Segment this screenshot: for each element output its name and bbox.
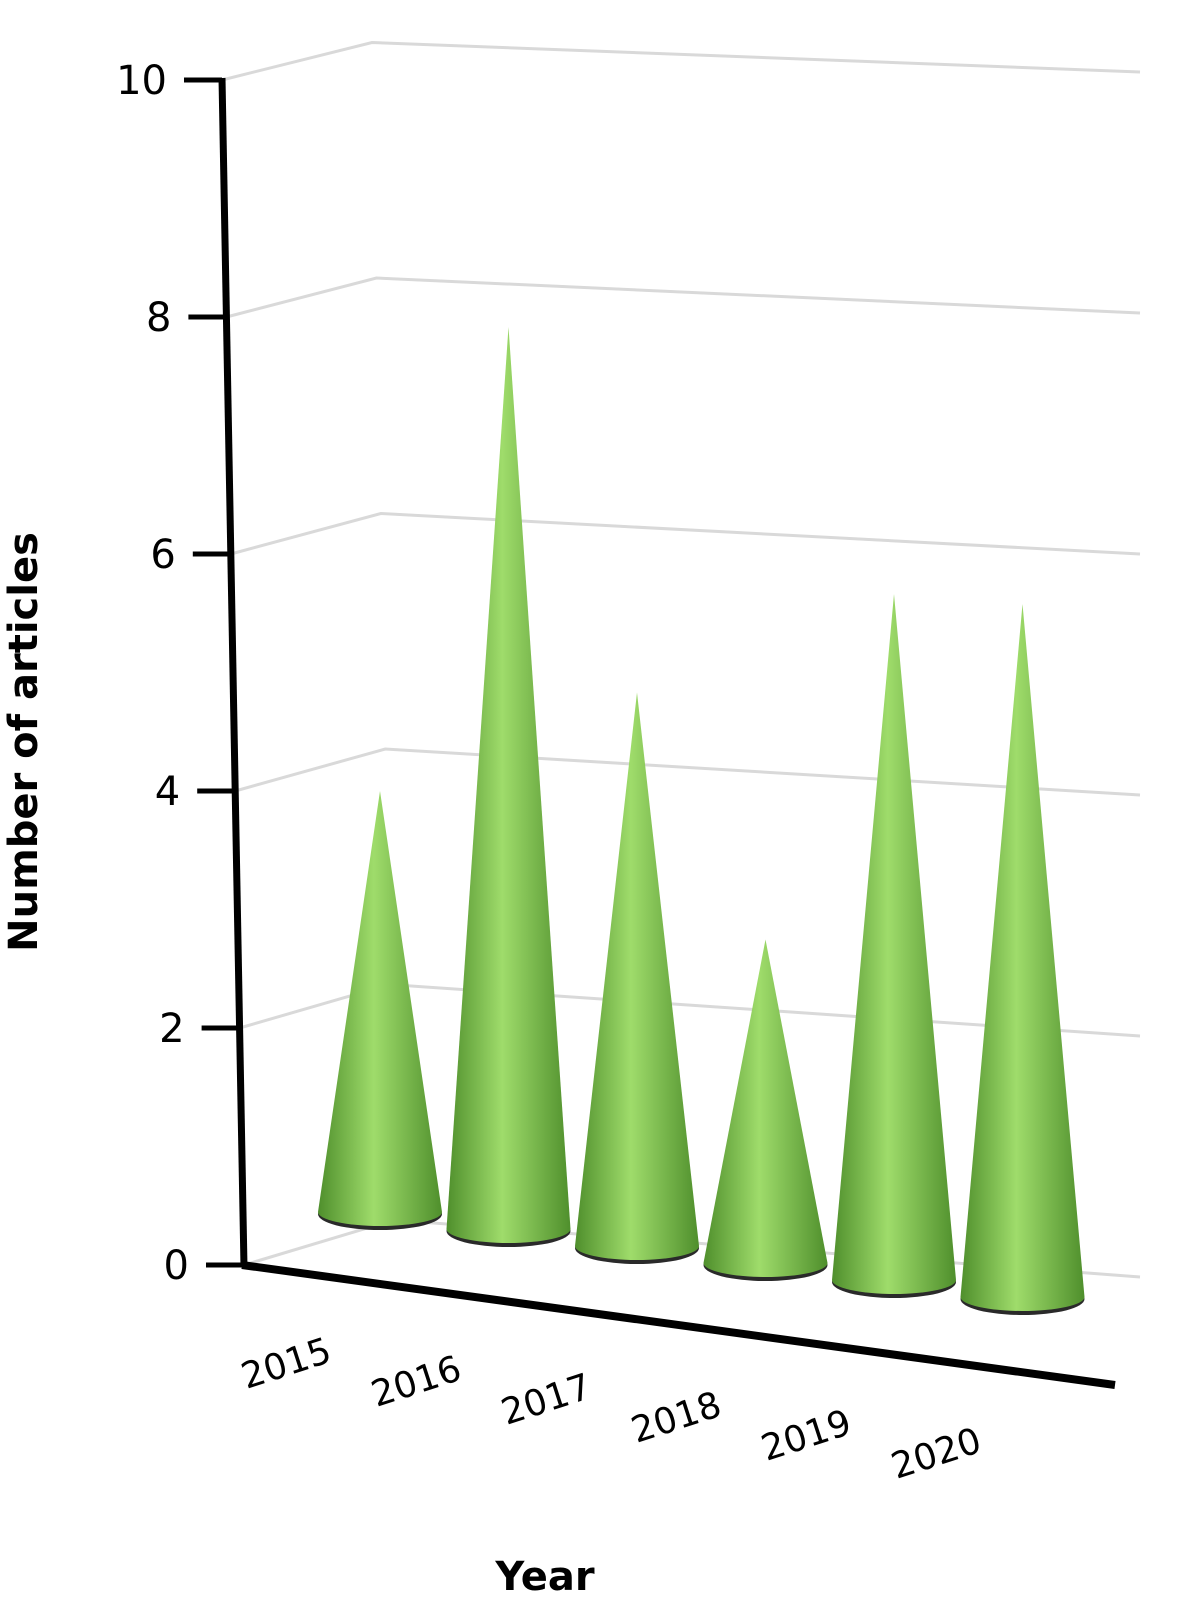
cone-bar (446, 327, 571, 1247)
x-tick-label: 2018 (627, 1384, 727, 1451)
y-tick-labels: 0 2 4 6 8 10 (116, 58, 189, 1289)
y-axis-title: Number of articles (1, 532, 47, 952)
x-axis-title: Year (494, 1554, 594, 1600)
y-tick-label: 10 (116, 58, 167, 104)
gridline (221, 40, 1141, 82)
cone-bar (703, 939, 828, 1281)
y-tick-label: 4 (155, 769, 180, 815)
cone-body (960, 604, 1085, 1311)
cone-bar (960, 604, 1085, 1315)
x-tick-label: 2019 (757, 1402, 857, 1469)
gridline (226, 276, 1141, 319)
cones (318, 327, 1085, 1315)
cone-bar (575, 692, 699, 1264)
gridline (230, 511, 1141, 556)
cone-body (832, 594, 956, 1294)
y-tick-label: 2 (159, 1006, 184, 1052)
cone-bar (832, 594, 956, 1298)
cone-body (575, 692, 699, 1260)
x-tick-label: 2020 (887, 1420, 987, 1487)
x-tick-label: 2016 (367, 1348, 467, 1415)
axes (184, 77, 1116, 1389)
cone-bar (318, 791, 442, 1230)
x-tick-label: 2017 (497, 1366, 597, 1433)
cone-body (703, 939, 828, 1277)
x-axis-line (241, 1261, 1116, 1389)
y-tick-label: 6 (150, 532, 175, 578)
y-tick-label: 8 (146, 295, 171, 341)
cone-body (446, 327, 571, 1244)
x-tick-label: 2015 (237, 1330, 337, 1397)
y-tick-label: 0 (164, 1243, 189, 1289)
gridline (234, 747, 1141, 797)
y-axis-line (218, 77, 248, 1268)
cone-body (318, 791, 442, 1226)
